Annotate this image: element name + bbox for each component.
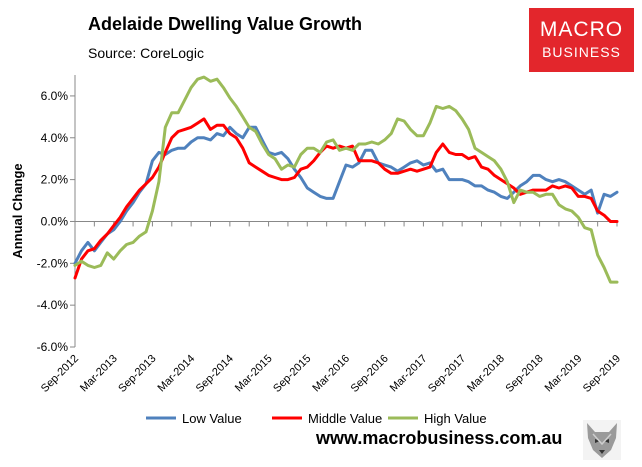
website-url: www.macrobusiness.com.au <box>316 428 563 448</box>
y-tick-label: -6.0% <box>37 340 69 354</box>
x-tick-label: Sep-2019 <box>581 353 623 395</box>
y-tick-label: 4.0% <box>41 131 69 145</box>
x-tick-label: Sep-2017 <box>426 353 468 395</box>
y-tick-label: 2.0% <box>41 173 69 187</box>
x-tick-label: Mar-2017 <box>388 353 430 395</box>
x-tick-label: Mar-2018 <box>465 353 507 395</box>
x-tick-label: Sep-2014 <box>194 353 236 395</box>
y-tick-label: 6.0% <box>41 89 69 103</box>
macro-business-logo: MACRO BUSINESS <box>529 8 634 72</box>
x-tick-label: Mar-2013 <box>78 353 120 395</box>
legend-label-high-value: High Value <box>424 411 487 426</box>
logo-line-2: BUSINESS <box>542 44 621 60</box>
x-tick-label: Mar-2015 <box>233 353 275 395</box>
y-axis-title: Annual Change <box>10 163 25 258</box>
series-line-high-value <box>73 75 619 284</box>
x-tick-label: Mar-2019 <box>543 353 585 395</box>
legend-label-low-value: Low Value <box>182 411 242 426</box>
legend-label-middle-value: Middle Value <box>308 411 382 426</box>
x-tick-label: Sep-2018 <box>503 353 545 395</box>
chart-source: Source: CoreLogic <box>88 45 204 61</box>
x-tick-label: Sep-2016 <box>349 353 391 395</box>
y-tick-label: 0.0% <box>41 214 69 228</box>
y-tick-label: -2.0% <box>37 256 69 270</box>
x-tick-label: Sep-2013 <box>116 353 158 395</box>
y-tick-label: -4.0% <box>37 298 69 312</box>
chart-title: Adelaide Dwelling Value Growth <box>88 14 363 34</box>
x-tick-label: Sep-2012 <box>39 353 81 395</box>
x-tick-label: Sep-2015 <box>271 353 313 395</box>
logo-line-1: MACRO <box>539 18 624 41</box>
x-tick-label: Mar-2014 <box>155 353 197 395</box>
x-tick-label: Mar-2016 <box>310 353 352 395</box>
wolf-icon <box>583 420 621 460</box>
